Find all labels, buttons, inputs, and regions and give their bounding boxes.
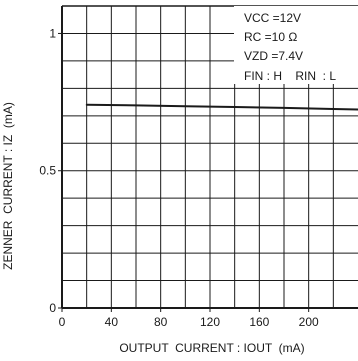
x-tick-label: 200 <box>299 315 319 329</box>
data-point <box>184 105 187 108</box>
series-layer <box>85 103 358 111</box>
data-point <box>135 104 137 107</box>
x-tick-label: 160 <box>249 315 269 329</box>
x-tick-label: 40 <box>105 315 119 329</box>
y-tick-label: 0 <box>49 301 56 315</box>
y-tick-label: 0.5 <box>39 164 56 178</box>
x-tick-label: 80 <box>154 315 168 329</box>
data-point <box>85 103 88 106</box>
condition-fin-rin: FIN : H RIN : L <box>244 69 336 83</box>
conditions-box <box>234 6 358 84</box>
x-axis-label: OUTPUT CURRENT : IOUT (mA) <box>119 341 304 355</box>
data-point <box>332 108 335 110</box>
data-point <box>283 106 285 109</box>
condition-vzd: VZD =7.4V <box>244 49 303 63</box>
series-line <box>86 103 358 111</box>
condition-rc: RC =10 Ω <box>244 30 297 44</box>
x-tick-label: 0 <box>59 315 66 329</box>
condition-vcc: VCC =12V <box>244 11 301 25</box>
tick-labels: 0 40 80 120 160 200 0 0.5 1 <box>39 26 319 329</box>
data-point <box>233 106 236 108</box>
y-tick-label: 1 <box>49 26 56 40</box>
x-tick-label: 120 <box>200 315 220 329</box>
y-axis-label: ZENNER CURRENT : IZ (mA) <box>1 102 15 270</box>
